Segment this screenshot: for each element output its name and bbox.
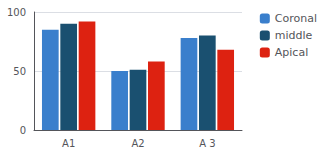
svg-text:100: 100 (7, 7, 26, 18)
svg-text:Apical: Apical (275, 46, 308, 59)
svg-text:Coronal: Coronal (275, 12, 317, 25)
svg-text:A1: A1 (62, 138, 75, 149)
svg-text:A 3: A 3 (199, 138, 215, 149)
svg-text:middle: middle (275, 29, 313, 42)
svg-text:50: 50 (13, 66, 26, 77)
svg-text:0: 0 (20, 125, 26, 136)
svg-text:A2: A2 (131, 138, 144, 149)
